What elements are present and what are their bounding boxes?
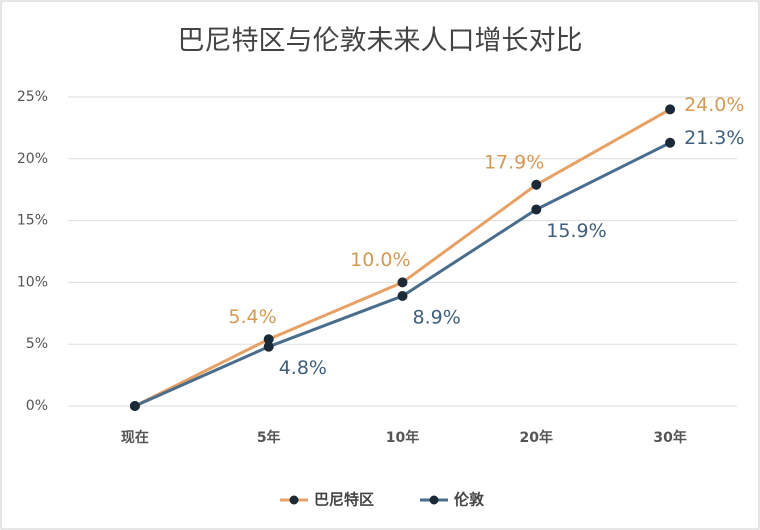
value-label: 8.9% <box>413 306 461 328</box>
point <box>129 401 140 411</box>
legend-label: 伦敦 <box>454 491 485 509</box>
y-tick-label: 10% <box>17 274 48 290</box>
point <box>263 334 274 345</box>
y-tick-label: 15% <box>17 213 48 229</box>
value-label: 17.9% <box>484 151 544 173</box>
legend-dot <box>289 495 299 505</box>
value-label: 15.9% <box>546 220 606 242</box>
y-tick-label: 20% <box>17 151 48 167</box>
legend-dot <box>429 495 439 505</box>
point <box>397 277 408 288</box>
x-tick-label: 现在 <box>121 429 149 446</box>
y-tick-label: 0% <box>26 398 48 414</box>
legend-label: 巴尼特区 <box>314 491 374 509</box>
y-tick-label: 25% <box>17 89 48 105</box>
x-tick-label: 5年 <box>257 429 281 446</box>
point <box>665 104 676 115</box>
value-label: 10.0% <box>350 249 410 271</box>
point <box>263 341 274 352</box>
point <box>531 179 542 190</box>
point <box>665 137 676 148</box>
value-label: 24.0% <box>684 94 744 116</box>
x-tick-label: 20年 <box>520 429 553 446</box>
value-label: 5.4% <box>228 306 276 328</box>
y-tick-label: 5% <box>26 336 48 352</box>
point <box>397 290 408 301</box>
chart-title: 巴尼特区与伦敦未来人口增长对比 <box>178 26 583 57</box>
x-tick-label: 30年 <box>653 429 686 446</box>
point <box>531 204 542 215</box>
value-label: 21.3% <box>684 127 744 149</box>
x-tick-label: 10年 <box>386 429 419 446</box>
value-label: 4.8% <box>279 357 327 379</box>
